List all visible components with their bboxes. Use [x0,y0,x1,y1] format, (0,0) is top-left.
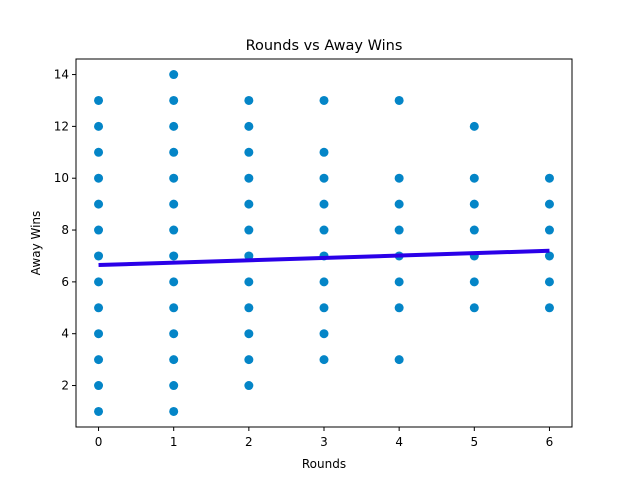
scatter-point-22 [169,173,179,183]
scatter-point-25 [169,95,179,105]
scatter-point-67 [544,225,554,235]
scatter-point-17 [169,303,179,313]
scatter-point-9 [94,173,104,183]
scatter-point-31 [244,277,254,287]
scatter-point-24 [169,121,179,131]
y-axis-ticks: 2 4 6 8 10 12 14 [54,68,76,393]
scatter-point-55 [394,173,404,183]
scatter-point-42 [319,277,329,287]
scatter-point-34 [244,199,254,209]
scatter-point-41 [319,303,329,313]
x-tick-label-5: 5 [470,435,478,449]
plot-marks [94,70,554,416]
scatter-point-39 [319,355,329,365]
scatter-point-53 [394,225,404,235]
scatter-point-20 [169,225,179,235]
y-tick-label-14: 14 [54,68,69,82]
scatter-point-13 [169,406,179,416]
scatter-point-68 [544,199,554,209]
scatter-point-5 [94,277,104,287]
x-tick-label-1: 1 [170,435,178,449]
scatter-point-6 [94,251,104,261]
scatter-point-62 [469,173,479,183]
scatter-point-16 [169,329,179,339]
scatter-point-2 [94,355,104,365]
y-tick-label-6: 6 [61,275,69,289]
scatter-point-10 [94,147,104,157]
x-tick-label-6: 6 [546,435,554,449]
y-tick-label-4: 4 [61,327,69,341]
scatter-point-29 [244,329,254,339]
scatter-point-60 [469,225,479,235]
scatter-point-26 [169,70,179,80]
scatter-point-61 [469,199,479,209]
scatter-point-15 [169,355,179,365]
scatter-point-51 [394,277,404,287]
scatter-point-14 [169,381,179,391]
trend-line [98,248,550,268]
scatter-point-58 [469,277,479,287]
scatter-point-69 [544,173,554,183]
scatter-point-36 [244,147,254,157]
x-axis-ticks: 0 1 2 3 4 5 6 [95,427,554,449]
scatter-point-63 [469,121,479,131]
scatter-point-28 [244,355,254,365]
x-tick-label-3: 3 [320,435,328,449]
scatter-point-8 [94,199,104,209]
scatter-point-56 [394,95,404,105]
y-tick-label-2: 2 [61,379,69,393]
scatter-point-44 [319,225,329,235]
y-tick-label-8: 8 [61,223,69,237]
scatter-point-54 [394,199,404,209]
scatter-point-50 [394,303,404,313]
x-tick-label-4: 4 [395,435,403,449]
scatter-point-12 [94,95,104,105]
scatter-point-57 [469,303,479,313]
scatter-point-35 [244,173,254,183]
scatter-point-49 [394,355,404,365]
scatter-point-66 [544,251,554,261]
scatter-point-38 [244,95,254,105]
y-tick-label-12: 12 [54,119,69,133]
scatter-point-40 [319,329,329,339]
scatter-point-30 [244,303,254,313]
scatter-point-19 [169,251,179,261]
scatter-point-1 [94,381,104,391]
scatter-point-47 [319,147,329,157]
scatter-point-11 [94,121,104,131]
scatter-point-64 [544,303,554,313]
y-tick-label-10: 10 [54,171,69,185]
scatter-point-27 [244,381,254,391]
scatter-point-46 [319,173,329,183]
scatter-point-23 [169,147,179,157]
x-tick-label-0: 0 [95,435,103,449]
scatter-point-4 [94,303,104,313]
scatter-point-33 [244,225,254,235]
scatter-point-37 [244,121,254,131]
chart-title: Rounds vs Away Wins [246,38,403,54]
scatter-point-45 [319,199,329,209]
scatter-point-18 [169,277,179,287]
scatter-point-21 [169,199,179,209]
y-axis-label: Away Wins [29,211,43,276]
x-axis-label: Rounds [302,457,346,471]
scatter-point-65 [544,277,554,287]
scatter-point-48 [319,95,329,105]
x-tick-label-2: 2 [245,435,253,449]
scatter-point-0 [94,406,104,416]
scatter-point-3 [94,329,104,339]
scatter-point-7 [94,225,104,235]
